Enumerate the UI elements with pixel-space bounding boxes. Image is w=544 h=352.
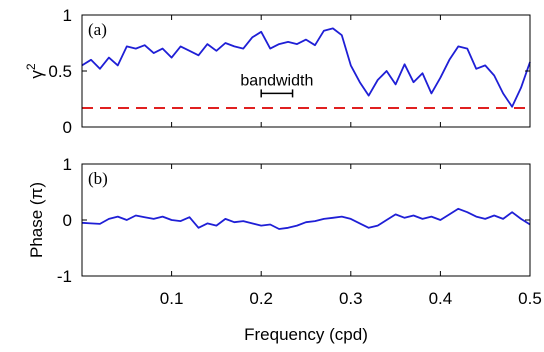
x-tick-label: 0.3 <box>339 289 363 308</box>
bandwidth-label: bandwidth <box>240 72 313 89</box>
panel-a-lines <box>81 27 531 109</box>
panel-a-ylabel: γ2 <box>24 63 46 79</box>
panel-b-ylabel: Phase (π) <box>27 182 46 258</box>
panel-b-frame <box>81 163 531 277</box>
y-tick-label: -1 <box>57 267 72 286</box>
y-tick-label: 0.5 <box>48 62 72 81</box>
panel-b: 0.1 0.2 0.3 0.4 0.5 -1 0 1 (b) Phase (π) Freque… <box>27 155 542 344</box>
panel-a-ylabel-superscript: 2 <box>24 63 38 70</box>
panel-b-label: (b) <box>88 169 108 188</box>
y-tick-label: 1 <box>63 6 72 25</box>
panel-b-xlabel: Frequency (cpd) <box>244 325 368 344</box>
x-tick-label: 0.2 <box>249 289 273 308</box>
panel-b-ticks: 0.1 0.2 0.3 0.4 0.5 -1 0 1 <box>57 155 542 308</box>
x-tick-label: 0.5 <box>518 289 542 308</box>
panel-b-lines <box>81 207 531 230</box>
y-tick-label: 0 <box>63 211 72 230</box>
y-tick-label: 0 <box>63 118 72 137</box>
panel-a-series-0-line <box>81 27 531 108</box>
panel-a: 00.51 (a) γ2 bandwidth <box>24 6 531 137</box>
panel-a-frame <box>81 14 531 128</box>
panel-a-ylabel-base: γ <box>27 70 46 79</box>
panel-a-ticks: 00.51 <box>48 6 531 137</box>
panel-a-label: (a) <box>88 20 107 39</box>
x-tick-label: 0.4 <box>429 289 453 308</box>
panel-b-series-0-line <box>81 207 531 230</box>
y-tick-label: 1 <box>63 155 72 174</box>
x-tick-label: 0.1 <box>160 289 184 308</box>
